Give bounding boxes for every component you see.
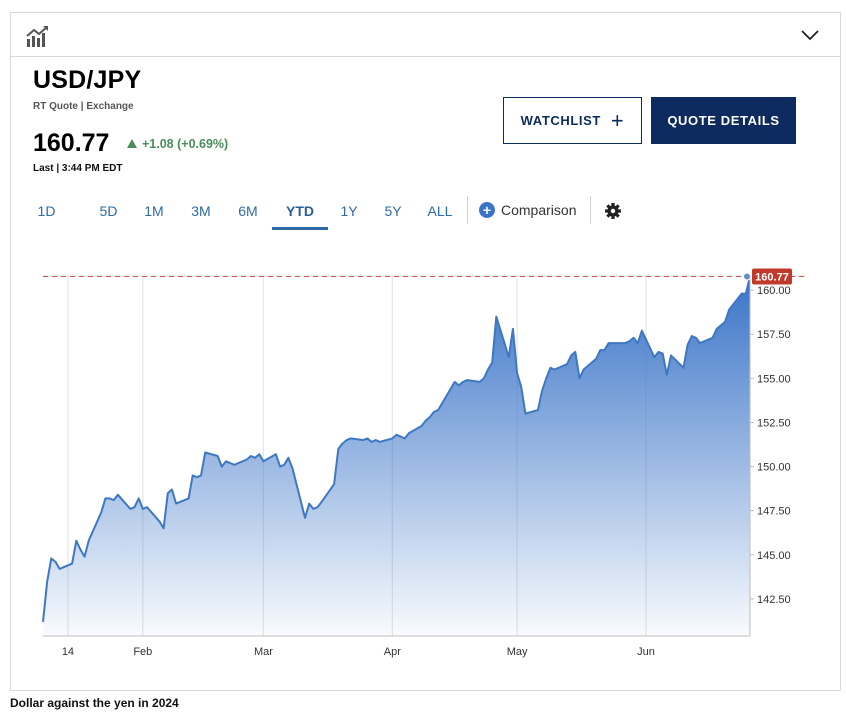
x-tick-label: May (507, 646, 528, 658)
chart-last-marker: 160.77 (43, 268, 806, 285)
y-tick-label: 157.50 (757, 329, 791, 341)
y-tick-label: 145.00 (757, 550, 791, 562)
last-price-badge-label: 160.77 (755, 272, 789, 284)
quote-details-button[interactable]: QUOTE DETAILS (651, 97, 796, 144)
y-tick-label: 160.00 (757, 285, 791, 297)
comparison-button[interactable]: + Comparison (479, 202, 576, 218)
last-point-marker (743, 272, 751, 281)
last-trade-time: Last | 3:44 PM EDT (33, 163, 123, 174)
range-tab-3m[interactable]: 3M (191, 203, 211, 219)
price-chart[interactable]: 14 Feb Mar Apr May Jun 142.50 145.00 147.50 150.0… (0, 0, 846, 690)
y-tick-label: 147.50 (757, 506, 791, 518)
price-change: +1.08 (+0.69%) (127, 137, 228, 151)
quote-type: RT Quote | Exchange (33, 101, 134, 112)
y-tick-label: 142.50 (757, 594, 791, 606)
x-tick-label: Feb (133, 646, 152, 658)
chart-axes: 14 Feb Mar Apr May Jun 142.50 145.00 147.50 150.0… (43, 276, 791, 658)
x-tick-label: Jun (637, 646, 655, 658)
range-tab-1d[interactable]: 1D (37, 203, 56, 219)
range-tab-all[interactable]: ALL (427, 203, 453, 219)
x-tick-label: Mar (254, 646, 273, 658)
card-header (11, 13, 840, 57)
divider (590, 196, 591, 224)
y-tick-label: 152.50 (757, 417, 791, 429)
series-area-fill (43, 276, 750, 636)
plus-icon: + (610, 107, 625, 133)
range-tab-6m[interactable]: 6M (238, 203, 258, 219)
chart-area (42, 276, 751, 636)
divider (467, 196, 468, 224)
chevron-down-icon[interactable] (800, 27, 820, 43)
x-tick-label: 14 (62, 646, 74, 658)
bar-chart-trend-icon[interactable] (25, 24, 51, 48)
up-triangle-icon (127, 139, 137, 148)
range-tab-5d[interactable]: 5D (99, 203, 118, 219)
gear-icon[interactable] (603, 201, 623, 221)
symbol-title: USD/JPY (33, 66, 142, 94)
y-tick-label: 155.00 (757, 373, 791, 385)
last-price: 160.77 (33, 129, 110, 157)
range-tab-5y[interactable]: 5Y (384, 203, 402, 219)
watchlist-label: WATCHLIST (520, 113, 601, 128)
price-change-value: +1.08 (+0.69%) (142, 137, 229, 151)
comparison-label: Comparison (501, 202, 577, 218)
series-line (42, 276, 751, 623)
range-tab-1m[interactable]: 1M (144, 203, 164, 219)
plus-circle-icon: + (479, 202, 495, 218)
x-tick-label: Apr (384, 646, 401, 658)
range-tab-ytd[interactable]: YTD (272, 196, 328, 230)
range-tabs: 1D 5D 1M 3M 6M YTD 1Y 5Y ALL + Compariso… (33, 196, 633, 230)
last-price-badge (752, 268, 792, 285)
watchlist-button[interactable]: WATCHLIST + (503, 97, 642, 144)
chart-caption: Dollar against the yen in 2024 (10, 696, 179, 710)
range-tab-1y[interactable]: 1Y (340, 203, 358, 219)
y-tick-label: 150.00 (757, 462, 791, 474)
